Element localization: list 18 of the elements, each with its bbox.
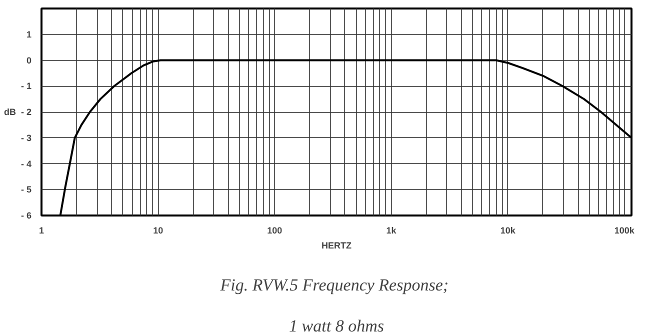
y-tick-label: - 4 <box>20 158 32 169</box>
x-tick-label: 1 <box>38 226 44 236</box>
y-tick-label: - 1 <box>20 81 32 92</box>
y-tick-label: - 2 <box>20 107 32 117</box>
x-axis-title: HERTZ <box>322 240 352 250</box>
y-tick-label: - 6 <box>20 210 32 220</box>
y-tick-label: 1 <box>26 29 32 40</box>
x-tick-label: 10 <box>153 226 164 236</box>
y-tick-label: - 3 <box>20 132 32 143</box>
text: Fig. RVW.5 Frequency Response; <box>219 276 449 294</box>
text: 1 watt 8 ohms <box>289 316 384 335</box>
y-tick-label: 0 <box>26 55 32 66</box>
x-tick-label: 100 <box>267 226 282 236</box>
y-tick-label: - 5 <box>20 184 32 195</box>
y-axis-title: dB <box>4 107 16 117</box>
x-tick-label: 1k <box>386 226 398 236</box>
x-tick-label: 100k <box>614 226 636 236</box>
x-tick-label: 10k <box>500 226 516 236</box>
